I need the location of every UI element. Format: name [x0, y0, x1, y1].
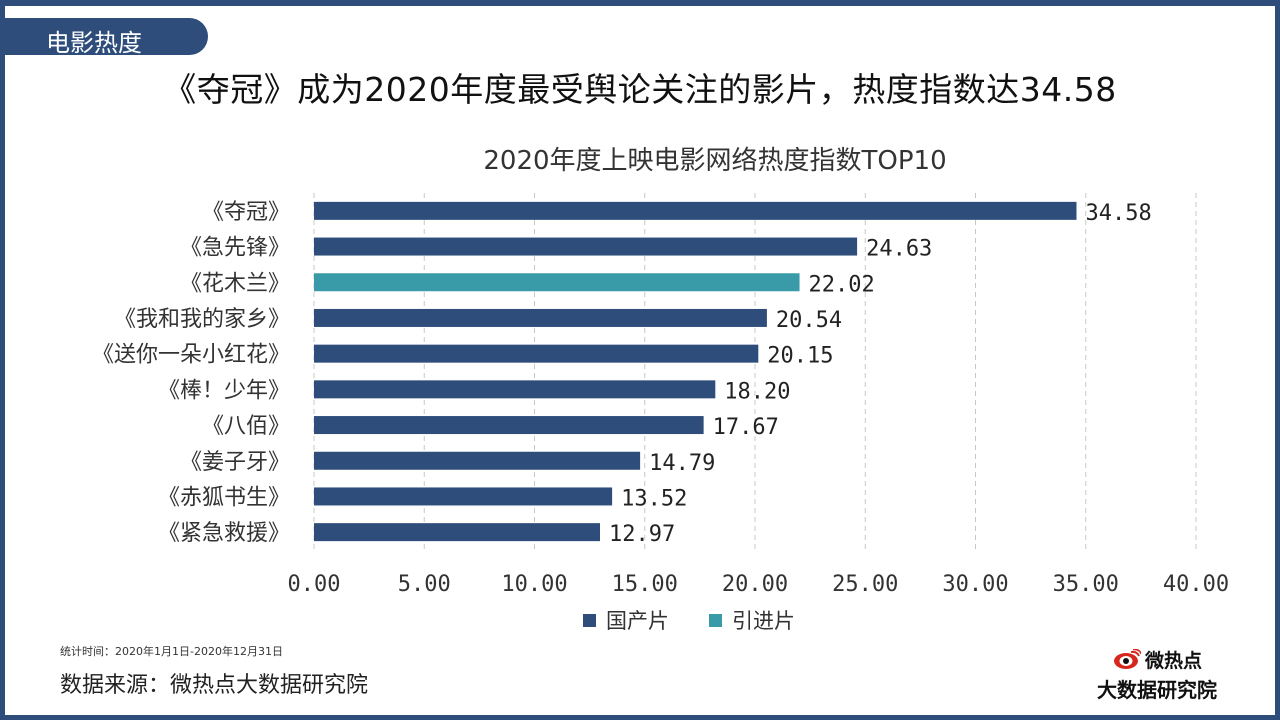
data-label: 22.02	[809, 272, 875, 297]
data-label: 18.20	[724, 379, 790, 404]
x-tick-label: 35.00	[1053, 572, 1119, 597]
legend-label-imported: 引进片	[732, 609, 795, 633]
legend-item-imported: 引进片	[709, 605, 795, 635]
legend-swatch-imported	[709, 613, 722, 627]
data-label: 12.97	[609, 522, 675, 547]
data-label: 34.58	[1085, 201, 1151, 226]
section-tag-label: 电影热度	[46, 29, 142, 57]
x-tick-label: 30.00	[942, 572, 1008, 597]
bar	[314, 201, 1077, 220]
bar	[314, 451, 641, 470]
bar	[314, 416, 704, 435]
x-tick-label: 10.00	[501, 572, 567, 597]
legend-swatch-domestic	[583, 613, 596, 627]
x-tick-label: 15.00	[612, 572, 678, 597]
bar	[314, 237, 858, 256]
x-tick-label: 40.00	[1163, 572, 1229, 597]
data-label: 20.54	[776, 308, 842, 333]
bar	[314, 380, 716, 399]
chart-title: 2020年度上映电影网络热度指数TOP10	[483, 146, 947, 176]
data-label: 24.63	[866, 237, 932, 262]
data-label: 20.15	[767, 344, 833, 369]
x-tick-label: 25.00	[832, 572, 898, 597]
category-label: 《赤狐书生》	[158, 485, 290, 510]
legend-item-domestic: 国产片	[583, 605, 669, 635]
x-tick-label: 0.00	[288, 572, 341, 597]
weiredian-logo: 微热点 大数据研究院	[1095, 646, 1240, 702]
data-label: 17.67	[713, 415, 779, 440]
page-title: 《夺冠》成为2020年度最受舆论关注的影片，热度指数达34.58	[163, 70, 1117, 109]
bar	[314, 308, 767, 327]
stat-period-note: 统计时间：2020年1月1日-2020年12月31日	[60, 645, 283, 658]
x-tick-label: 20.00	[722, 572, 788, 597]
category-label: 《紧急救援》	[158, 521, 290, 546]
legend-label-domestic: 国产片	[606, 609, 669, 633]
chart-legend: 国产片 引进片	[583, 605, 795, 635]
category-label: 《棒！少年》	[158, 378, 290, 403]
data-label: 13.52	[621, 486, 687, 511]
logo-name: 微热点	[1145, 650, 1203, 672]
category-label: 《八佰》	[202, 414, 290, 439]
category-label: 《夺冠》	[202, 200, 290, 225]
data-source: 数据来源：微热点大数据研究院	[60, 673, 369, 698]
data-label: 14.79	[649, 451, 715, 476]
section-tag: 电影热度	[5, 18, 208, 57]
category-label: 《姜子牙》	[180, 450, 290, 475]
category-label: 《我和我的家乡》	[114, 307, 290, 332]
category-label: 《送你一朵小红花》	[92, 343, 290, 368]
bar	[314, 344, 759, 363]
bar	[314, 273, 800, 292]
bar	[314, 487, 613, 506]
logo-subtitle: 大数据研究院	[1097, 678, 1217, 702]
logo-eye-icon	[1114, 648, 1141, 669]
x-tick-label: 5.00	[398, 572, 451, 597]
category-label: 《花木兰》	[180, 271, 290, 296]
bar	[314, 523, 600, 542]
category-label: 《急先锋》	[180, 236, 290, 261]
